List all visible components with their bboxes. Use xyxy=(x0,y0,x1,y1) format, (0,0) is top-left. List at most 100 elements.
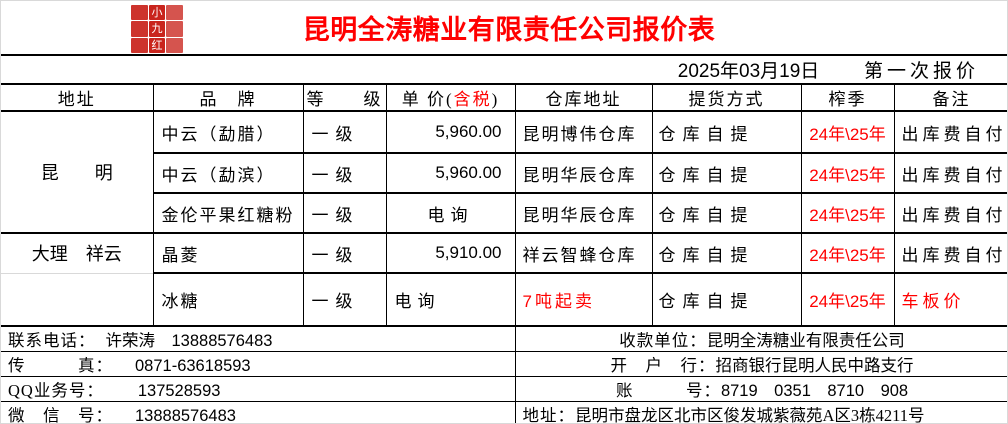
brand-cell: 晶菱 xyxy=(152,232,304,274)
seal-block xyxy=(131,21,148,37)
header-warehouse: 仓库地址 xyxy=(514,83,653,112)
payee-cell: 收款单位：昆明全涛糖业有限责任公司 xyxy=(514,325,1007,352)
bank-cell: 开 户 行：招商银行昆明人民中路支行 xyxy=(514,351,1007,377)
date-row: 2025年03月19日 第一次报价 xyxy=(1,56,1007,85)
header-price: 单 价(含税) xyxy=(385,83,516,112)
company-seal-logo: 小 九 红 xyxy=(131,5,183,53)
seal-char: 九 xyxy=(148,21,166,37)
seal-block xyxy=(166,21,183,37)
header-address: 地址 xyxy=(1,83,154,112)
warehouse-cell: 昆明华辰仓库 xyxy=(514,192,653,234)
paren-open: ( xyxy=(445,90,454,109)
pickup-cell: 仓库自提 xyxy=(651,272,802,327)
warehouse-cell: 7吨起卖 xyxy=(514,272,653,327)
header-note: 备注 xyxy=(893,83,1007,112)
note-cell: 车板价 xyxy=(893,272,1007,327)
contact-value: 0871-63618593 xyxy=(135,357,251,375)
table-row: 昆 明 中云（勐腊） 一级 5,960.00 昆明博伟仓库 仓库自提 24年\2… xyxy=(1,110,1007,234)
note-cell: 出库费自付 xyxy=(893,192,1007,234)
company-address-cell: 地址：昆明市盘龙区北市区俊发城紫薇苑A区3栋4211号 xyxy=(514,401,1007,424)
note-cell: 出库费自付 xyxy=(893,110,1007,154)
header-price-label: 单 价 xyxy=(401,90,446,109)
seal-char: 小 xyxy=(148,5,166,21)
header-grade: 等 级 xyxy=(302,83,387,112)
seal-block xyxy=(131,37,148,53)
contact-value: 许荣涛 13888576483 xyxy=(105,332,273,350)
payment-value: 昆明全涛糖业有限责任公司 xyxy=(706,331,905,350)
address-cell-dali: 大理 祥云 xyxy=(1,232,154,274)
price-cell: 5,910.00 xyxy=(385,232,516,274)
price-cell: 5,960.00 xyxy=(385,152,516,194)
payment-label: 收款单位： xyxy=(619,331,707,350)
season-cell: 24年\25年 xyxy=(800,232,895,274)
warehouse-cell: 祥云智蜂仓库 xyxy=(514,232,653,274)
contact-label: 传 真： xyxy=(8,356,113,375)
table-row: 中云（勐滨） 一级 5,960.00 昆明华辰仓库 仓库自提 24年\25年 出… xyxy=(1,152,1007,194)
pickup-cell: 仓库自提 xyxy=(651,152,802,194)
note-cell: 出库费自付 xyxy=(893,152,1007,194)
header-brand: 品 牌 xyxy=(152,83,304,112)
grade-cell: 一级 xyxy=(302,192,387,234)
brand-cell: 中云（勐腊） xyxy=(152,110,304,154)
header-season: 榨季 xyxy=(800,83,895,112)
address-cell-kunming: 昆 明 xyxy=(1,110,154,234)
title-bar: 小 九 红 昆明全涛糖业有限责任公司报价表 xyxy=(1,1,1007,56)
pickup-cell: 仓库自提 xyxy=(651,192,802,234)
payment-label: 地址： xyxy=(522,406,575,424)
warehouse-cell: 昆明华辰仓库 xyxy=(514,152,653,194)
contact-wechat-cell: 微 信 号： 13888576483 xyxy=(1,401,516,424)
quote-date: 2025年03月19日 xyxy=(677,61,820,82)
grade-cell: 一级 xyxy=(302,152,387,194)
price-cell: 5,960.00 xyxy=(385,110,516,154)
season-cell: 24年\25年 xyxy=(800,152,895,194)
quotation-table: 2025年03月19日 第一次报价 地址 品 牌 等 级 单 价(含税) 仓库地… xyxy=(1,56,1007,424)
payment-value: 8719 0351 8710 908 xyxy=(720,382,909,400)
contact-phone-cell: 联系电话： 许荣涛 13888576483 xyxy=(1,325,516,352)
contact-qq-cell: QQ业务号： 137528593 xyxy=(1,376,516,402)
price-cell: 电询 xyxy=(385,272,516,327)
contact-label: 微 信 号： xyxy=(8,406,113,424)
grade-cell: 一级 xyxy=(302,232,387,274)
table-row: 大理 祥云 晶菱 一级 5,910.00 祥云智蜂仓库 仓库自提 24年\25年… xyxy=(1,232,1007,274)
address-cell-empty xyxy=(1,272,154,327)
contact-value: 13888576483 xyxy=(135,407,236,424)
header-row: 地址 品 牌 等 级 单 价(含税) 仓库地址 提货方式 榨季 备注 xyxy=(1,83,1007,112)
header-price-tax: 含税 xyxy=(453,90,492,109)
footer-row: 微 信 号： 13888576483 地址：昆明市盘龙区北市区俊发城紫薇苑A区3栋… xyxy=(1,401,1007,424)
season-cell: 24年\25年 xyxy=(800,272,895,327)
contact-fax-cell: 传 真： 0871-63618593 xyxy=(1,351,516,377)
season-cell: 24年\25年 xyxy=(800,192,895,234)
footer-row: 联系电话： 许荣涛 13888576483 收款单位：昆明全涛糖业有限责任公司 xyxy=(1,325,1007,352)
quote-round-label: 第一次报价 xyxy=(864,61,980,82)
payment-label: 开 户 行： xyxy=(610,356,716,375)
brand-cell: 中云（勐滨） xyxy=(152,152,304,194)
payment-label: 账 号： xyxy=(615,381,721,400)
seal-char: 红 xyxy=(148,37,166,53)
pickup-cell: 仓库自提 xyxy=(651,232,802,274)
footer-row: 传 真： 0871-63618593 开 户 行：招商银行昆明人民中路支行 xyxy=(1,351,1007,377)
table-row: 冰糖 一级 电询 7吨起卖 仓库自提 24年\25年 车板价 xyxy=(1,272,1007,327)
season-cell: 24年\25年 xyxy=(800,110,895,154)
footer-row: QQ业务号： 137528593 账 号：8719 0351 8710 908 xyxy=(1,376,1007,402)
header-pickup: 提货方式 xyxy=(651,83,802,112)
warehouse-cell: 昆明博伟仓库 xyxy=(514,110,653,154)
seal-block xyxy=(166,37,183,53)
seal-block xyxy=(166,5,183,21)
note-cell: 出库费自付 xyxy=(893,232,1007,274)
page-title: 昆明全涛糖业有限责任公司报价表 xyxy=(302,15,716,45)
grade-cell: 一级 xyxy=(302,110,387,154)
payment-value: 昆明市盘龙区北市区俊发城紫薇苑A区3栋4211号 xyxy=(575,406,925,424)
price-cell: 电询 xyxy=(385,192,516,234)
brand-cell: 金伦平果红糖粉 xyxy=(152,192,304,234)
account-cell: 账 号：8719 0351 8710 908 xyxy=(514,376,1007,402)
table-row: 金伦平果红糖粉 一级 电询 昆明华辰仓库 仓库自提 24年\25年 出库费自付 xyxy=(1,192,1007,234)
date-cell: 2025年03月19日 第一次报价 xyxy=(1,56,1007,85)
seal-block xyxy=(131,5,148,21)
pickup-cell: 仓库自提 xyxy=(651,110,802,154)
brand-cell: 冰糖 xyxy=(152,272,304,327)
payment-value: 招商银行昆明人民中路支行 xyxy=(715,356,914,375)
paren-close: ) xyxy=(491,90,500,109)
contact-label: QQ业务号： xyxy=(8,381,104,400)
grade-cell: 一级 xyxy=(302,272,387,327)
